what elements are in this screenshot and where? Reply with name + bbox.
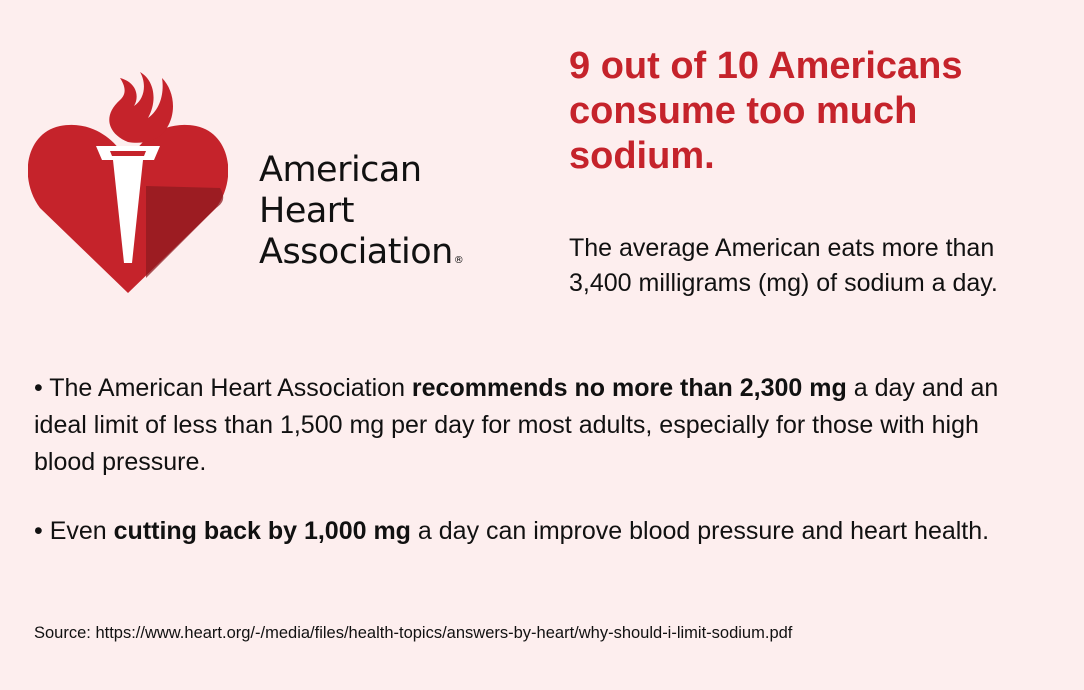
heart-shadow bbox=[146, 186, 224, 278]
bullet-2-bold: cutting back by 1,000 mg bbox=[113, 517, 411, 545]
wordmark-line-2: Heart bbox=[259, 191, 354, 231]
source-citation: Source: https://www.heart.org/-/media/fi… bbox=[34, 624, 793, 642]
registered-mark: ® bbox=[453, 255, 464, 266]
bullet-cutting-back: • Even cutting back by 1,000 mg a day ca… bbox=[34, 513, 1044, 550]
bullet-2-prefix: • Even bbox=[34, 517, 114, 545]
torch-cup bbox=[110, 151, 146, 156]
wordmark-line-1: American bbox=[259, 150, 422, 190]
lead-paragraph: The average American eats more than 3,40… bbox=[569, 234, 998, 297]
torch-flame bbox=[109, 72, 173, 143]
bullet-1-bold: recommends no more than 2,300 mg bbox=[411, 374, 847, 402]
torch-handle bbox=[96, 146, 160, 263]
wordmark-line-3-text: Association bbox=[259, 232, 453, 272]
organization-wordmark: American Heart Association® bbox=[259, 150, 464, 281]
bullet-1-prefix: • The American Heart Association bbox=[34, 374, 412, 402]
wordmark-line-3: Association® bbox=[259, 232, 464, 281]
bullet-recommendation: • The American Heart Association recomme… bbox=[34, 370, 1044, 481]
headline: 9 out of 10 Americans consume too much s… bbox=[569, 45, 963, 177]
heart-torch-icon bbox=[28, 72, 228, 293]
bullet-1-suffix: a day and an ideal limit of less than 1,… bbox=[34, 374, 999, 476]
bullet-2-suffix: a day can improve blood pressure and hea… bbox=[410, 517, 990, 545]
